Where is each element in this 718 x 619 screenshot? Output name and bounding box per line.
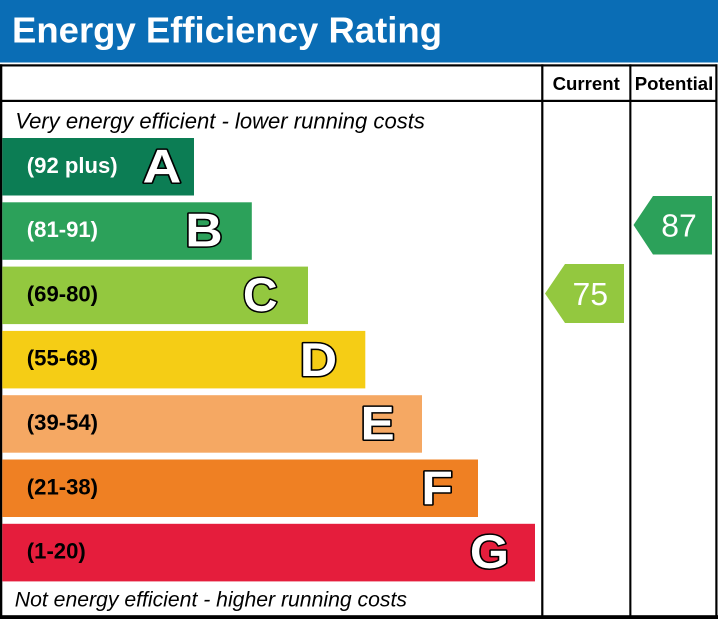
svg-text:Not energy efficient - higher: Not energy efficient - higher running co… bbox=[15, 588, 408, 611]
svg-text:(92 plus): (92 plus) bbox=[27, 153, 118, 178]
svg-text:Very energy efficient - lower: Very energy efficient - lower running co… bbox=[15, 108, 425, 133]
svg-text:(1-20): (1-20) bbox=[27, 539, 86, 564]
svg-text:Potential: Potential bbox=[635, 73, 714, 94]
svg-text:(69-80): (69-80) bbox=[27, 281, 98, 306]
svg-text:(55-68): (55-68) bbox=[27, 346, 98, 371]
svg-text:Energy Efficiency Rating: Energy Efficiency Rating bbox=[12, 10, 442, 51]
svg-text:(81-91): (81-91) bbox=[27, 217, 98, 242]
svg-text:(21-38): (21-38) bbox=[27, 474, 98, 499]
svg-text:(39-54): (39-54) bbox=[27, 410, 98, 435]
svg-text:Current: Current bbox=[553, 73, 620, 94]
